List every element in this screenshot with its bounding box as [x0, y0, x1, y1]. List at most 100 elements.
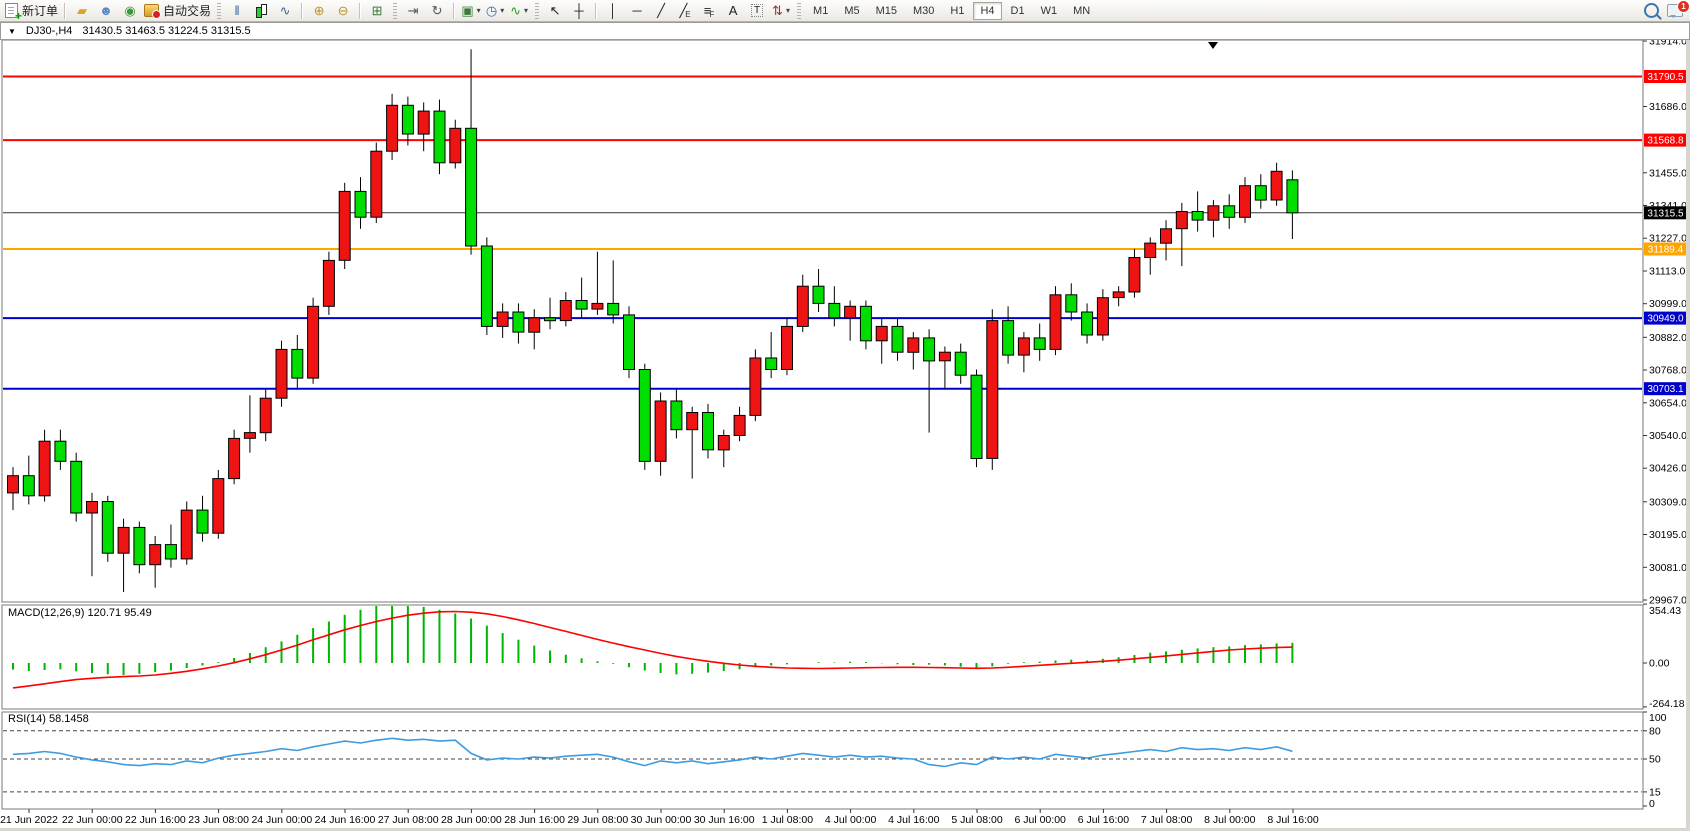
svg-text:31568.8: 31568.8: [1647, 136, 1684, 147]
svg-text:30703.1: 30703.1: [1647, 384, 1684, 395]
chevron-down-icon[interactable]: ▾: [785, 6, 790, 15]
svg-text:31227.0: 31227.0: [1649, 233, 1687, 245]
notification-badge: 1: [1677, 0, 1690, 13]
timeframe-m15-button[interactable]: M15: [875, 4, 897, 17]
candles: [7, 49, 1299, 592]
collapse-icon[interactable]: ▼: [8, 26, 16, 36]
svg-text:8 Jul 16:00: 8 Jul 16:00: [1267, 814, 1319, 826]
zoom-in-button[interactable]: ⊕: [308, 1, 330, 21]
toolbar-grip[interactable]: [797, 2, 802, 19]
svg-text:28 Jun 16:00: 28 Jun 16:00: [504, 814, 565, 826]
svg-text:15: 15: [1649, 786, 1661, 798]
toolbar-grip[interactable]: [393, 2, 398, 19]
bar-chart-button[interactable]: ‖: [226, 1, 248, 21]
new-chart-button[interactable]: ▣ ▾: [460, 1, 482, 21]
timeframe-m5-button[interactable]: M5: [844, 4, 860, 17]
time-axis[interactable]: 21 Jun 2022 22 Jun 00:00 22 Jun 16:00 23 Ju…: [0, 809, 1319, 826]
candlestick-chart-button[interactable]: [250, 1, 272, 21]
text-label-icon: T: [750, 4, 764, 17]
svg-text:6 Jul 00:00: 6 Jul 00:00: [1015, 814, 1067, 826]
svg-text:4 Jul 00:00: 4 Jul 00:00: [825, 814, 877, 826]
profile-icon: ☻: [99, 2, 113, 18]
equidistant-channel-icon: ╱: [679, 2, 688, 18]
window-bottom-edge: [0, 828, 1690, 831]
profile-button[interactable]: ☻: [95, 1, 117, 21]
vertical-line-button[interactable]: │: [602, 1, 624, 21]
chart-shift-icon: ⇥: [407, 2, 419, 18]
timeframe-d1-button[interactable]: D1: [1010, 4, 1025, 17]
svg-text:22 Jun 16:00: 22 Jun 16:00: [125, 814, 186, 826]
fibonacci-button[interactable]: ≡ F: [698, 1, 720, 21]
chevron-down-icon[interactable]: ▾: [476, 6, 481, 15]
chart-shift-button[interactable]: ⇥: [402, 1, 424, 21]
cursor-icon: ↖: [549, 2, 561, 18]
svg-text:30949.0: 30949.0: [1647, 314, 1684, 325]
toolbar-grip[interactable]: [217, 2, 222, 19]
horizontal-line-icon: ─: [632, 2, 642, 18]
macd-histogram: [12, 606, 1294, 675]
timeframe-m30-button[interactable]: M30: [913, 4, 935, 17]
window-right-edge: [1686, 22, 1690, 831]
toolbar-separator: [453, 2, 456, 19]
layouts-button[interactable]: ▰: [71, 1, 93, 21]
chart-shift-marker[interactable]: [1208, 42, 1218, 49]
text-label-button[interactable]: T: [746, 1, 768, 21]
svg-text:30540.0: 30540.0: [1649, 430, 1687, 442]
timeframe-w1-button[interactable]: W1: [1040, 4, 1058, 17]
equidistant-channel-button[interactable]: ╱ E: [674, 1, 696, 21]
chevron-down-icon[interactable]: ▾: [523, 6, 528, 15]
timeframe-mn-button[interactable]: MN: [1073, 4, 1091, 17]
auto-scroll-icon: ↻: [431, 2, 443, 18]
broadcast-button[interactable]: ◉: [119, 1, 141, 21]
crosshair-icon: ┼: [574, 2, 584, 18]
new-order-button[interactable]: 新订单: [4, 1, 59, 23]
chart-symbol-period: DJ30-,H4: [25, 25, 73, 37]
svg-text:30426.0: 30426.0: [1649, 463, 1687, 475]
svg-text:30195.0: 30195.0: [1649, 529, 1687, 541]
arrows-button[interactable]: ⇅ ▾: [770, 1, 792, 21]
tile-windows-button[interactable]: ⊞: [366, 1, 388, 21]
icon-subscript: E: [685, 9, 691, 19]
crosshair-button[interactable]: ┼: [568, 1, 590, 21]
svg-text:0: 0: [1649, 798, 1655, 810]
trendline-button[interactable]: ╱: [650, 1, 672, 21]
svg-text:31686.0: 31686.0: [1649, 101, 1687, 113]
layouts-icon: ▰: [77, 2, 88, 18]
toolbar-separator: [359, 2, 362, 19]
svg-text:80: 80: [1649, 725, 1661, 737]
price-badges: 31790.5 31568.8 31315.5 31189.4 30949.0 30703…: [1644, 70, 1687, 396]
toolbar-grip[interactable]: [535, 2, 540, 19]
svg-text:6 Jul 16:00: 6 Jul 16:00: [1078, 814, 1130, 826]
timeframe-m1-button[interactable]: M1: [813, 4, 829, 17]
zoom-out-button[interactable]: ⊖: [332, 1, 354, 21]
timeframe-h4-button[interactable]: H4: [973, 1, 1002, 20]
periods-button[interactable]: ◷ ▾: [484, 1, 506, 21]
chart-title-bar[interactable]: ▼ DJ30-,H4 31430.5 31463.5 31224.5 31315…: [0, 22, 1690, 40]
search-icon: [1643, 3, 1659, 18]
svg-text:0.00: 0.00: [1649, 658, 1670, 670]
chart-ohlc-quote: 31430.5 31463.5 31224.5 31315.5: [82, 25, 251, 37]
notifications-button[interactable]: 1: [1664, 0, 1690, 21]
auto-trading-button[interactable]: 自动交易: [143, 1, 212, 21]
cursor-button[interactable]: ↖: [544, 1, 566, 21]
svg-text:31113.0: 31113.0: [1649, 266, 1686, 278]
arrows-icon: ⇅: [772, 2, 783, 18]
horizontal-line-button[interactable]: ─: [626, 1, 648, 21]
price-axis[interactable]: 31914.031686.031455.031341.031227.031113…: [1643, 36, 1687, 811]
timeframe-h1-button[interactable]: H1: [950, 4, 965, 17]
indicators-button[interactable]: ∿ ▾: [508, 1, 530, 21]
periods-icon: ◷: [485, 2, 498, 18]
chevron-down-icon[interactable]: ▾: [500, 6, 505, 15]
search-button[interactable]: [1640, 1, 1662, 21]
svg-text:31790.5: 31790.5: [1647, 72, 1684, 83]
svg-text:30309.0: 30309.0: [1649, 496, 1687, 508]
svg-text:50: 50: [1649, 754, 1661, 766]
panel-borders: [1, 39, 1644, 810]
svg-text:31315.5: 31315.5: [1647, 208, 1684, 219]
auto-trading-button-label: 自动交易: [163, 4, 212, 18]
auto-scroll-button[interactable]: ↻: [426, 1, 448, 21]
text-button[interactable]: A: [722, 1, 744, 21]
line-chart-button[interactable]: ∿: [274, 1, 296, 21]
